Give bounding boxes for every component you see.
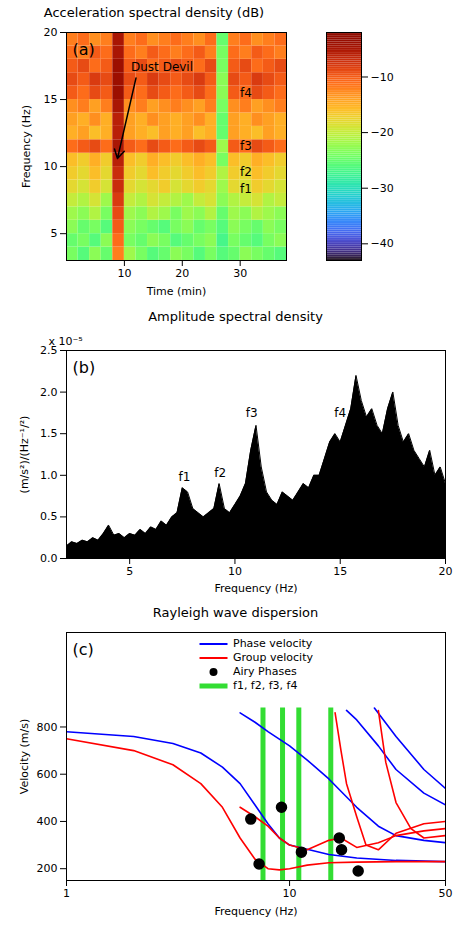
svg-text:5: 5 [51,227,58,240]
svg-text:−40: −40 [371,237,394,250]
svg-text:15: 15 [333,565,347,578]
svg-text:Dust Devil: Dust Devil [131,60,193,74]
html-text:Phase velocity: Phase velocity [233,637,313,650]
svg-text:200: 200 [37,862,58,875]
svg-text:10: 10 [283,887,297,900]
html-text:f1, f2, f3, f4: f1, f2, f3, f4 [233,679,298,692]
svg-text:f3: f3 [240,139,252,153]
svg-text:400: 400 [37,815,58,828]
svg-text:−10: −10 [371,71,394,84]
svg-text:10: 10 [117,267,131,280]
svg-text:(c): (c) [73,640,94,659]
svg-text:Frequency (Hz): Frequency (Hz) [20,105,33,188]
svg-text:−30: −30 [371,182,394,195]
svg-text:20: 20 [175,267,189,280]
svg-text:f2: f2 [240,165,252,179]
svg-text:(a): (a) [73,40,95,59]
svg-text:−20: −20 [371,126,394,139]
svg-text:Velocity (m/s): Velocity (m/s) [18,719,31,794]
svg-text:(m/s²)/(Hz⁻¹/²): (m/s²)/(Hz⁻¹/²) [18,416,31,494]
svg-text:0.5: 0.5 [40,510,58,523]
svg-text:Frequency (Hz): Frequency (Hz) [215,905,298,918]
html-text:Acceleration spectral density: Acceleration spectral density (dB) [43,5,265,20]
svg-text:2.5: 2.5 [40,344,58,357]
svg-text:1: 1 [63,887,70,900]
svg-text:50: 50 [439,887,453,900]
svg-text:Frequency (Hz): Frequency (Hz) [215,582,298,595]
svg-text:10: 10 [44,160,58,173]
svg-text:20: 20 [44,26,58,39]
svg-text:(b): (b) [73,358,96,377]
svg-text:f1: f1 [240,182,252,196]
svg-text:f4: f4 [240,86,252,100]
html-text:Group velocity: Group velocity [233,651,313,664]
svg-text:20: 20 [439,565,453,578]
svg-text:f3: f3 [246,406,258,420]
svg-text:2.0: 2.0 [40,386,58,399]
svg-text:1.0: 1.0 [40,469,58,482]
svg-text:1.5: 1.5 [40,427,58,440]
svg-text:f2: f2 [214,466,226,480]
html-text:Airy Phases: Airy Phases [233,665,297,678]
svg-text:Time (min): Time (min) [146,285,207,298]
svg-text:0.0: 0.0 [40,552,58,565]
svg-text:800: 800 [37,720,58,733]
svg-text:f1: f1 [178,470,190,484]
svg-text:f4: f4 [334,406,346,420]
html-text:Rayleigh wave dispersion: Rayleigh wave dispersion [152,605,319,620]
svg-text:15: 15 [44,93,58,106]
svg-text:30: 30 [233,267,247,280]
svg-text:5: 5 [126,565,133,578]
svg-text:600: 600 [37,768,58,781]
html-text:Amplitude spectral density: Amplitude spectral density [148,309,323,324]
svg-text:x 10⁻⁵: x 10⁻⁵ [49,335,83,348]
svg-text:10: 10 [228,565,242,578]
